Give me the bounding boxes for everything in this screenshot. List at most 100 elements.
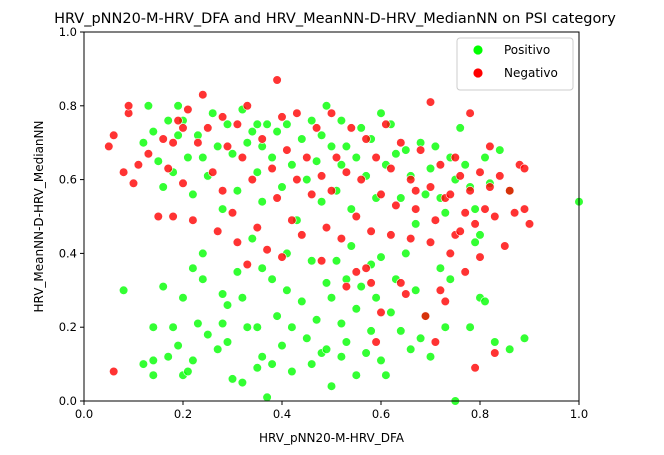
point-negativo-69 bbox=[381, 119, 391, 129]
point-positivo-161 bbox=[475, 230, 485, 240]
point-positivo-21 bbox=[222, 337, 233, 347]
point-positivo-116 bbox=[262, 119, 272, 129]
point-negativo-23 bbox=[213, 226, 223, 236]
point-negativo-116 bbox=[411, 186, 421, 196]
point-negativo-6 bbox=[128, 178, 139, 188]
point-negativo-75 bbox=[406, 175, 416, 185]
point-negativo-30 bbox=[237, 152, 247, 163]
y-tick-label: 0.4 bbox=[59, 246, 77, 260]
point-positivo-13 bbox=[188, 355, 198, 366]
chart-title: HRV_pNN20-M-HRV_DFA and HRV_MeanNN-D-HRV… bbox=[54, 11, 616, 27]
point-positivo-77 bbox=[435, 263, 446, 273]
point-negativo-104 bbox=[509, 208, 520, 218]
point-negativo-65 bbox=[366, 278, 376, 288]
point-positivo-9 bbox=[178, 293, 188, 303]
point-positivo-108 bbox=[232, 186, 242, 196]
point-positivo-112 bbox=[252, 167, 262, 177]
point-positivo-104 bbox=[213, 141, 223, 151]
point-negativo-50 bbox=[317, 256, 327, 266]
point-positivo-73 bbox=[411, 285, 421, 295]
point-negativo-22 bbox=[208, 167, 218, 177]
point-positivo-66 bbox=[376, 252, 386, 262]
point-negativo-59 bbox=[346, 123, 356, 133]
y-tick-label: 0.6 bbox=[59, 173, 77, 187]
point-positivo-51 bbox=[326, 293, 337, 303]
point-negativo-64 bbox=[366, 226, 376, 236]
point-positivo-8 bbox=[173, 341, 183, 351]
legend-label-positivo: Positivo bbox=[504, 43, 550, 57]
point-positivo-7 bbox=[168, 322, 178, 332]
x-tick-label: 0.8 bbox=[471, 407, 489, 421]
point-positivo-52 bbox=[331, 256, 342, 266]
x-tick-label: 0.4 bbox=[273, 407, 291, 421]
point-negativo-35 bbox=[257, 134, 267, 144]
point-positivo-146 bbox=[401, 145, 411, 155]
point-negativo-73 bbox=[396, 138, 406, 148]
legend-box bbox=[456, 37, 574, 91]
point-negativo-25 bbox=[218, 186, 228, 196]
point-positivo-101 bbox=[198, 152, 208, 163]
point-positivo-15 bbox=[198, 248, 208, 258]
legend-label-negativo: Negativo bbox=[504, 66, 558, 80]
point-positivo-30 bbox=[252, 322, 262, 332]
point-negativo-103 bbox=[505, 186, 515, 196]
point-positivo-20 bbox=[218, 289, 228, 299]
legend-marker-negativo bbox=[472, 67, 484, 79]
point-negativo-19 bbox=[193, 138, 203, 148]
point-negativo-1 bbox=[109, 130, 119, 140]
point-positivo-87 bbox=[519, 333, 530, 343]
point-negativo-66 bbox=[371, 152, 381, 163]
point-positivo-150 bbox=[420, 189, 431, 199]
point-negativo-26 bbox=[222, 141, 233, 151]
point-positivo-5 bbox=[158, 282, 168, 292]
point-positivo-144 bbox=[391, 149, 401, 159]
point-positivo-63 bbox=[366, 326, 376, 336]
point-positivo-105 bbox=[218, 204, 228, 214]
point-positivo-130 bbox=[326, 141, 337, 151]
point-negativo-117 bbox=[396, 278, 406, 288]
point-negativo-34 bbox=[252, 223, 262, 233]
point-negativo-111 bbox=[455, 226, 465, 236]
point-negativo-47 bbox=[302, 152, 312, 163]
point-negativo-57 bbox=[341, 167, 352, 177]
point-positivo-157 bbox=[455, 123, 465, 133]
point-negativo-84 bbox=[435, 285, 446, 295]
point-positivo-38 bbox=[282, 285, 292, 295]
point-negativo-92 bbox=[465, 108, 475, 118]
point-positivo-89 bbox=[143, 101, 153, 111]
point-negativo-95 bbox=[475, 167, 485, 177]
point-positivo-154 bbox=[440, 208, 450, 218]
point-negativo-56 bbox=[336, 234, 347, 244]
point-negativo-46 bbox=[297, 230, 307, 240]
point-negativo-37 bbox=[267, 163, 277, 174]
point-negativo-39 bbox=[272, 193, 282, 203]
point-negativo-2 bbox=[109, 366, 119, 377]
point-positivo-145 bbox=[396, 193, 406, 203]
point-negativo-99 bbox=[485, 182, 495, 192]
point-positivo-49 bbox=[321, 344, 332, 354]
point-negativo-53 bbox=[326, 108, 337, 118]
point-positivo-158 bbox=[460, 160, 470, 170]
point-negativo-96 bbox=[475, 252, 485, 262]
point-positivo-88 bbox=[138, 138, 148, 148]
y-tick-label: 0.0 bbox=[59, 394, 77, 408]
point-negativo-71 bbox=[386, 163, 396, 174]
point-negativo-93 bbox=[465, 186, 475, 196]
point-negativo-82 bbox=[430, 215, 441, 225]
point-negativo-48 bbox=[307, 189, 317, 199]
point-positivo-40 bbox=[287, 322, 297, 332]
point-negativo-108 bbox=[524, 219, 535, 229]
point-negativo-76 bbox=[406, 234, 416, 244]
point-negativo-106 bbox=[519, 163, 530, 174]
point-negativo-114 bbox=[490, 211, 500, 222]
point-positivo-152 bbox=[430, 141, 441, 151]
point-positivo-24 bbox=[232, 267, 242, 277]
point-positivo-91 bbox=[153, 156, 163, 166]
point-negativo-36 bbox=[262, 245, 272, 255]
point-negativo-9 bbox=[153, 211, 163, 222]
point-positivo-118 bbox=[272, 127, 282, 137]
point-positivo-18 bbox=[213, 344, 223, 354]
point-positivo-110 bbox=[242, 138, 252, 148]
point-positivo-96 bbox=[173, 130, 183, 140]
point-positivo-3 bbox=[148, 355, 158, 366]
